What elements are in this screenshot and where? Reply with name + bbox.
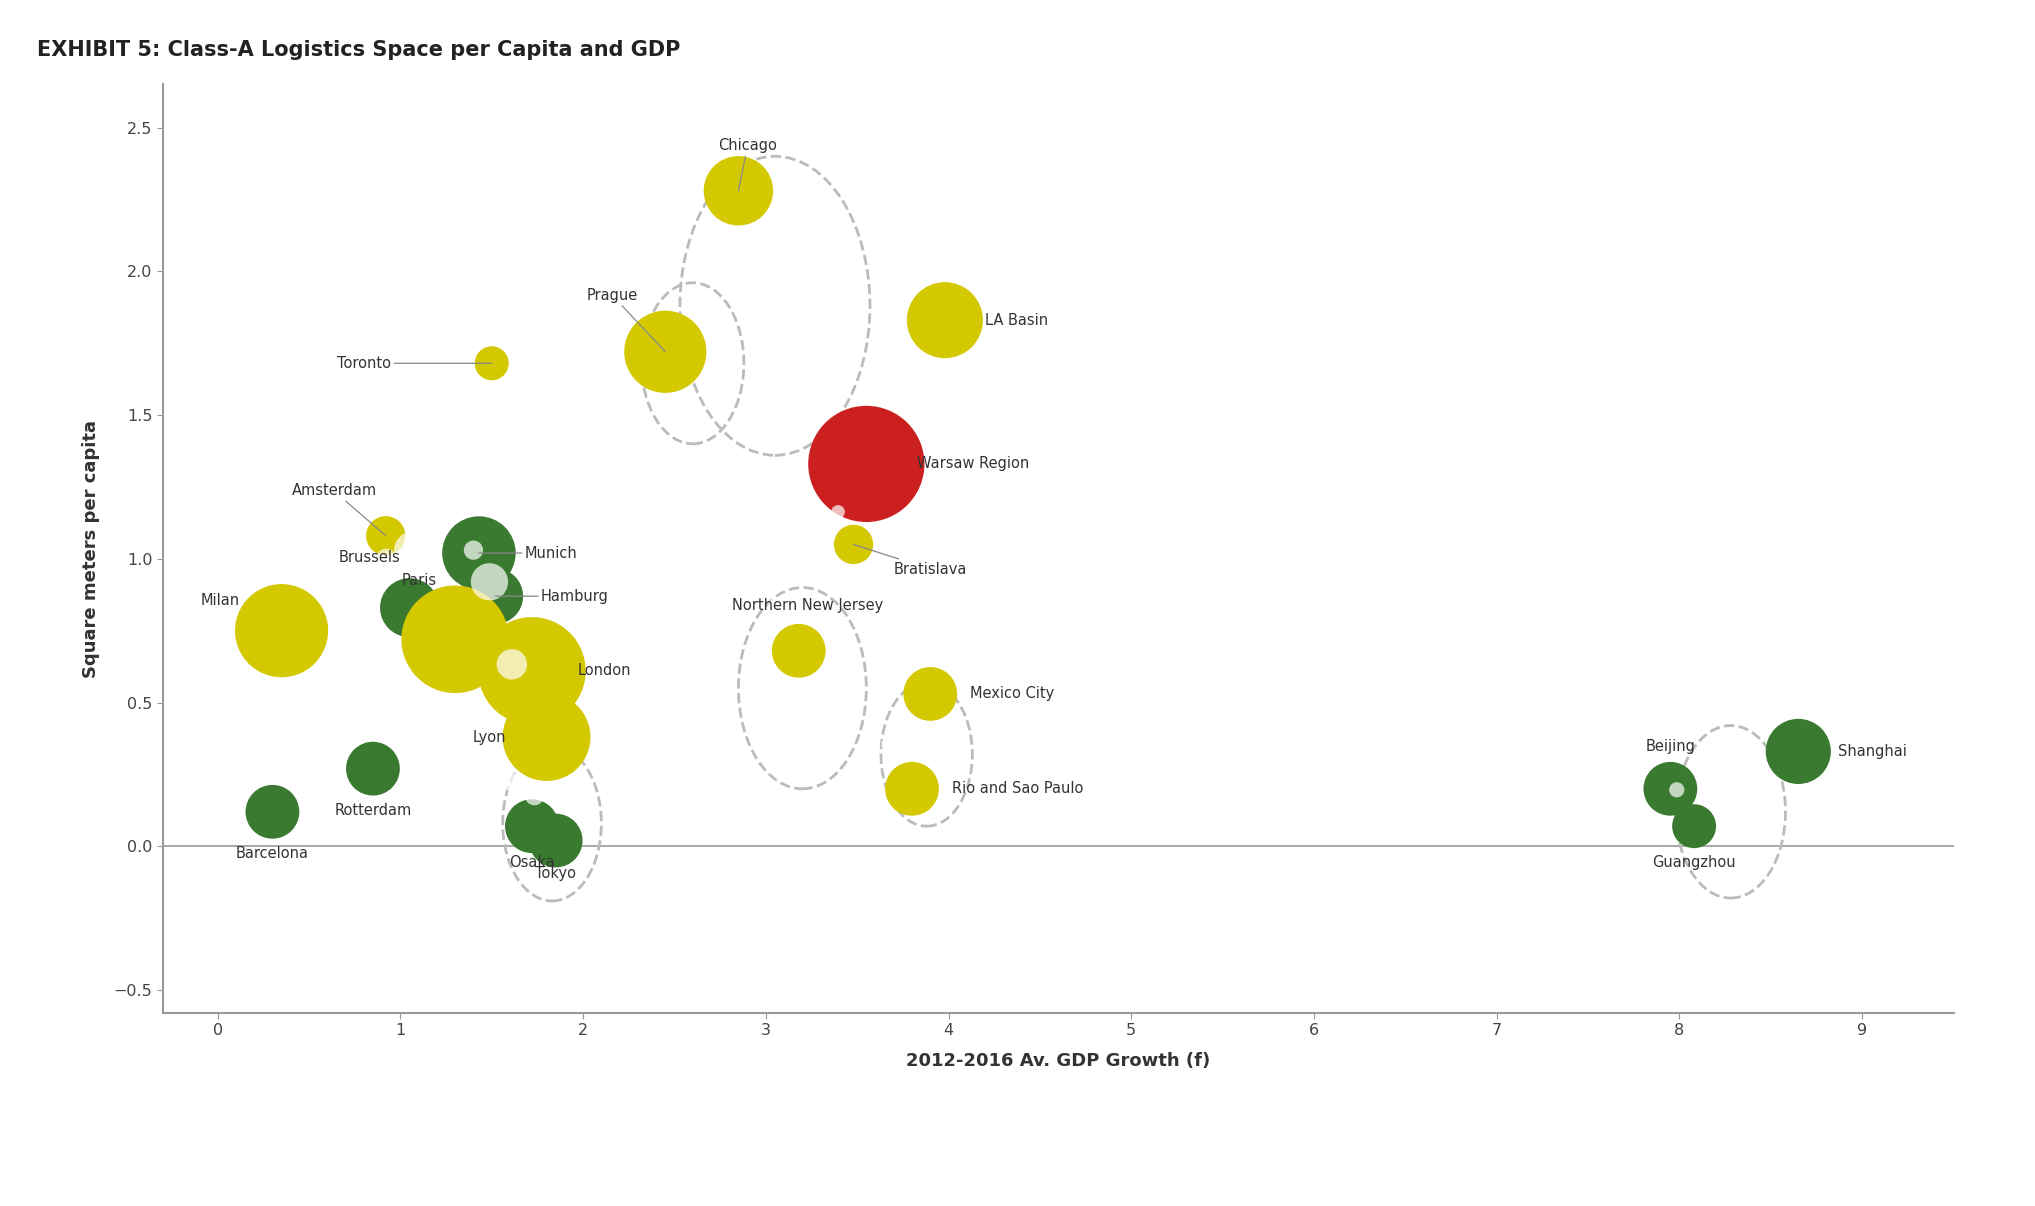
Point <box>256 802 289 821</box>
Point <box>515 661 547 680</box>
Point <box>519 786 551 806</box>
Text: Rio and Sao Paulo: Rio and Sao Paulo <box>952 781 1083 796</box>
Point <box>370 526 403 545</box>
Point <box>474 572 507 591</box>
Point <box>1677 816 1709 836</box>
Point <box>1654 779 1687 798</box>
Point <box>440 630 472 649</box>
Text: Munich: Munich <box>478 545 578 561</box>
Point <box>495 772 527 791</box>
Y-axis label: Square meters per capita: Square meters per capita <box>81 420 100 678</box>
Point <box>1756 687 1789 707</box>
Point <box>851 455 883 474</box>
Point <box>370 526 403 545</box>
Point <box>265 621 297 640</box>
Point <box>895 779 928 798</box>
Point <box>228 544 260 563</box>
Text: Paris: Paris <box>401 573 438 587</box>
Point <box>539 831 572 850</box>
X-axis label: 2012-2016 Av. GDP Growth (f): 2012-2016 Av. GDP Growth (f) <box>906 1053 1211 1071</box>
Point <box>440 630 472 649</box>
Point <box>781 642 814 661</box>
Point <box>462 544 495 563</box>
Text: Northern New Jersey: Northern New Jersey <box>733 598 883 614</box>
Point <box>836 534 869 554</box>
Point <box>649 343 682 362</box>
Text: Mexico City: Mexico City <box>971 686 1054 702</box>
Text: Rotterdam: Rotterdam <box>334 803 411 818</box>
Text: EXHIBIT 5: Class-A Logistics Space per Capita and GDP: EXHIBIT 5: Class-A Logistics Space per C… <box>37 40 680 60</box>
Text: Hamburg: Hamburg <box>495 589 608 604</box>
Point <box>515 816 547 836</box>
Point <box>1632 734 1665 754</box>
Point <box>478 586 511 605</box>
Text: Bratislava: Bratislava <box>853 544 967 576</box>
Text: Milan: Milan <box>199 592 240 608</box>
Point <box>256 802 289 821</box>
Point <box>356 759 389 778</box>
Point <box>515 661 547 680</box>
Text: Beijing: Beijing <box>1646 739 1695 754</box>
Point <box>515 816 547 836</box>
Point <box>356 759 389 778</box>
Text: Brussels: Brussels <box>338 550 401 564</box>
Point <box>393 598 425 617</box>
Point <box>497 655 529 674</box>
Text: Tokyo: Tokyo <box>535 866 576 882</box>
Text: Osaka: Osaka <box>509 855 556 870</box>
Point <box>851 455 883 474</box>
Point <box>539 831 572 850</box>
Point <box>617 274 649 293</box>
Text: Toronto: Toronto <box>338 356 492 370</box>
Point <box>899 247 932 267</box>
Point <box>462 544 495 563</box>
Point <box>875 734 908 754</box>
Point <box>433 482 466 502</box>
Point <box>914 684 946 703</box>
Point <box>893 639 926 658</box>
Point <box>914 684 946 703</box>
Text: LA Basin: LA Basin <box>985 312 1048 328</box>
Point <box>354 493 387 513</box>
Text: London: London <box>578 663 631 679</box>
Point <box>531 727 564 747</box>
Text: Guangzhou: Guangzhou <box>1652 855 1736 870</box>
Point <box>822 502 855 521</box>
Point <box>336 714 368 733</box>
Text: Amsterdam: Amsterdam <box>291 484 387 535</box>
Point <box>722 181 755 200</box>
Point <box>478 586 511 605</box>
Point <box>531 727 564 747</box>
Point <box>1677 816 1709 836</box>
Point <box>1654 779 1687 798</box>
Point <box>458 540 490 560</box>
Point <box>804 358 836 377</box>
Text: Shanghai: Shanghai <box>1838 744 1907 759</box>
Point <box>397 540 429 560</box>
Point <box>649 343 682 362</box>
Point <box>761 597 794 616</box>
Text: Warsaw Region: Warsaw Region <box>918 456 1030 472</box>
Point <box>895 779 928 798</box>
Point <box>476 353 509 373</box>
Point <box>370 549 403 568</box>
Point <box>1783 742 1815 761</box>
Text: Chicago: Chicago <box>718 139 777 191</box>
Point <box>928 310 961 329</box>
Point <box>722 181 755 200</box>
Text: Lyon: Lyon <box>472 730 507 744</box>
Point <box>781 642 814 661</box>
Point <box>836 534 869 554</box>
Point <box>462 326 495 345</box>
Point <box>265 621 297 640</box>
Point <box>393 598 425 617</box>
Point <box>694 124 726 144</box>
Point <box>476 353 509 373</box>
Point <box>234 757 267 777</box>
Point <box>928 310 961 329</box>
Point <box>1661 780 1693 800</box>
Text: Prague: Prague <box>586 288 665 352</box>
Point <box>1783 742 1815 761</box>
Text: Barcelona: Barcelona <box>236 847 309 861</box>
